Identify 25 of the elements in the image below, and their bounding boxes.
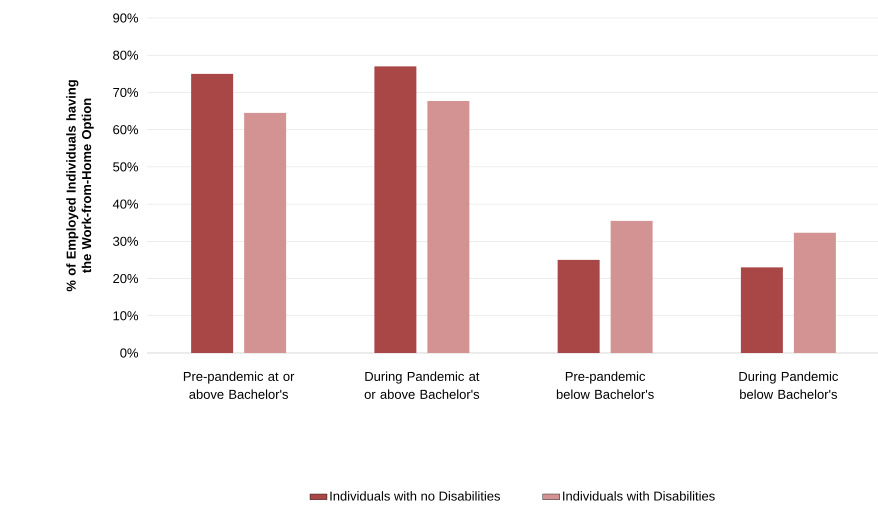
bar bbox=[244, 112, 286, 353]
y-tick-label: 90% bbox=[113, 13, 138, 23]
x-tick-label: Pre-pandemic at or above Bachelor's bbox=[184, 371, 294, 399]
bar bbox=[374, 66, 416, 353]
bar bbox=[558, 260, 600, 353]
legend-label: Individuals with Disabilities bbox=[563, 491, 715, 501]
y-tick-label: 30% bbox=[113, 236, 138, 246]
y-tick-label: 60% bbox=[113, 125, 138, 134]
bar bbox=[610, 220, 653, 353]
y-tick-label: 0% bbox=[120, 348, 138, 358]
x-tick-label: Pre-pandemic below Bachelor's bbox=[556, 371, 654, 399]
y-tick-label: 20% bbox=[113, 274, 138, 284]
y-axis-title: % of Employed Individuals having the Work-from-Home Option bbox=[66, 80, 94, 292]
legend-label: Individuals with no Disabilities bbox=[330, 491, 500, 501]
y-tick-label: 40% bbox=[112, 200, 138, 209]
bar bbox=[794, 232, 836, 353]
y-tick-label: 70% bbox=[113, 88, 138, 98]
x-tick-label: During Pandemic at or above Bachelor's bbox=[364, 371, 480, 399]
x-tick-label: During Pandemic below Bachelor's bbox=[739, 371, 838, 399]
y-tick-label: 10% bbox=[114, 311, 138, 320]
y-tick-label: 80% bbox=[113, 50, 138, 60]
bar bbox=[740, 267, 783, 353]
bar bbox=[427, 100, 470, 353]
bar bbox=[191, 74, 234, 353]
y-tick-label: 50% bbox=[113, 162, 138, 172]
